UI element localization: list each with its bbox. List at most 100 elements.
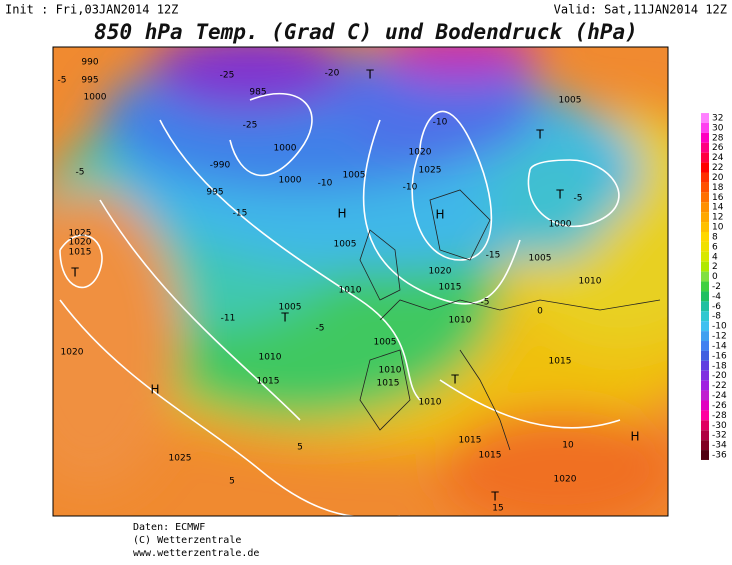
isobar-label: 1015 xyxy=(479,451,502,461)
scale-tick-label: 32 xyxy=(712,114,723,124)
scale-tick-label: -12 xyxy=(712,332,727,342)
pressure-center: T xyxy=(490,490,499,504)
scale-swatch xyxy=(701,182,709,193)
scale-swatch xyxy=(701,360,709,371)
pressure-center: T xyxy=(450,373,459,387)
scale-tick-label: -20 xyxy=(712,371,727,381)
isotherm-label: -5 xyxy=(316,324,325,334)
isotherm-label: 15 xyxy=(492,504,503,514)
isobar-label: 1005 xyxy=(279,303,302,313)
isobar-label: 1005 xyxy=(374,338,397,348)
scale-tick-label: 26 xyxy=(712,143,724,153)
isobar-label: 1015 xyxy=(257,377,280,387)
isobar-label: 1005 xyxy=(559,96,582,106)
scale-swatch xyxy=(701,410,709,421)
scale-swatch xyxy=(701,380,709,391)
isotherm-label: 5 xyxy=(297,443,303,453)
scale-tick-label: 30 xyxy=(712,123,724,133)
pressure-center: H xyxy=(630,430,639,444)
scale-swatch xyxy=(701,301,709,312)
isotherm-label: -10 xyxy=(403,183,418,193)
valid-time: Valid: Sat,11JAN2014 12Z xyxy=(554,3,727,17)
scale-tick-label: -4 xyxy=(712,292,721,302)
isobar-label: 1000 xyxy=(274,144,297,154)
isobar-label: 1020 xyxy=(69,238,92,248)
isotherm-label: -25 xyxy=(243,121,258,131)
scale-swatch xyxy=(701,231,709,242)
isobar-label: 1020 xyxy=(409,148,432,158)
scale-swatch xyxy=(701,390,709,401)
scale-swatch xyxy=(701,192,709,203)
isobar-label: 1000 xyxy=(549,220,572,230)
isotherm-label: -20 xyxy=(325,69,340,79)
scale-swatch xyxy=(701,341,709,351)
isobar-label: 1025 xyxy=(419,166,442,176)
scale-tick-label: -8 xyxy=(712,312,721,322)
pressure-center: H xyxy=(150,383,159,397)
isobar-label: 1020 xyxy=(429,267,452,277)
isotherm-label: -10 xyxy=(318,179,333,189)
isobar-label: 1010 xyxy=(579,277,602,287)
scale-tick-label: -36 xyxy=(712,451,727,461)
isobar-label: 985 xyxy=(249,88,266,98)
scale-swatch xyxy=(701,122,709,133)
scale-swatch xyxy=(701,152,709,163)
scale-swatch xyxy=(701,222,709,232)
isobar-label: 1005 xyxy=(529,254,552,264)
pressure-center: T xyxy=(365,68,374,82)
isobar-label: 995 xyxy=(206,188,223,198)
isotherm-label: -5 xyxy=(574,194,583,204)
isobar-label: 995 xyxy=(81,76,98,86)
pressure-center: H xyxy=(435,208,444,222)
scale-tick-label: 4 xyxy=(712,252,718,262)
init-time: Init : Fri,03JAN2014 12Z xyxy=(5,3,178,17)
scale-swatch xyxy=(701,400,709,411)
scale-swatch xyxy=(701,311,709,322)
isobar-label: 1010 xyxy=(449,316,472,326)
website: www.wetterzentrale.de xyxy=(133,548,259,559)
isobar-label: 1020 xyxy=(61,348,84,358)
scale-tick-label: 16 xyxy=(712,193,724,203)
scale-tick-label: -26 xyxy=(712,401,727,411)
scale-tick-label: 18 xyxy=(712,183,724,193)
isobar-label: 1020 xyxy=(554,475,577,485)
scale-tick-label: 10 xyxy=(712,223,724,233)
copyright: (C) Wetterzentrale xyxy=(133,535,241,546)
pressure-center: T xyxy=(535,128,544,142)
color-scale: 32302826242220181614121086420-2-4-6-8-10… xyxy=(701,113,727,461)
scale-swatch xyxy=(701,113,709,123)
scale-tick-label: 8 xyxy=(712,232,718,242)
isobar-label: 990 xyxy=(81,58,98,68)
isobar-label: 1010 xyxy=(259,353,282,363)
isotherm-label: -5 xyxy=(481,298,490,308)
scale-tick-label: -14 xyxy=(712,341,727,351)
scale-swatch xyxy=(701,162,709,173)
scale-tick-label: 6 xyxy=(712,242,718,252)
isotherm-label: -5 xyxy=(76,168,85,178)
scale-tick-label: -32 xyxy=(712,431,727,441)
data-source: Daten: ECMWF xyxy=(133,522,205,533)
scale-swatch xyxy=(701,132,709,143)
pressure-center: T xyxy=(555,188,564,202)
scale-tick-label: 2 xyxy=(712,262,718,272)
scale-swatch xyxy=(701,440,709,451)
scale-tick-label: 22 xyxy=(712,163,723,173)
scale-swatch xyxy=(701,321,709,332)
scale-tick-label: -28 xyxy=(712,411,727,421)
isobar-label: 1010 xyxy=(419,398,442,408)
isotherm-label: -15 xyxy=(486,251,501,261)
isotherm-label: -10 xyxy=(433,118,448,128)
isotherm-label: 0 xyxy=(537,307,543,317)
scale-swatch xyxy=(701,430,709,441)
scale-swatch xyxy=(701,420,709,431)
scale-tick-label: 14 xyxy=(712,203,724,213)
pressure-center: H xyxy=(337,207,346,221)
scale-swatch xyxy=(701,291,709,302)
isotherm-label: 5 xyxy=(229,477,235,487)
pressure-center: T xyxy=(280,311,289,325)
scale-tick-label: 28 xyxy=(712,133,724,143)
isotherm-label: -25 xyxy=(220,71,235,81)
scale-swatch xyxy=(701,331,709,342)
